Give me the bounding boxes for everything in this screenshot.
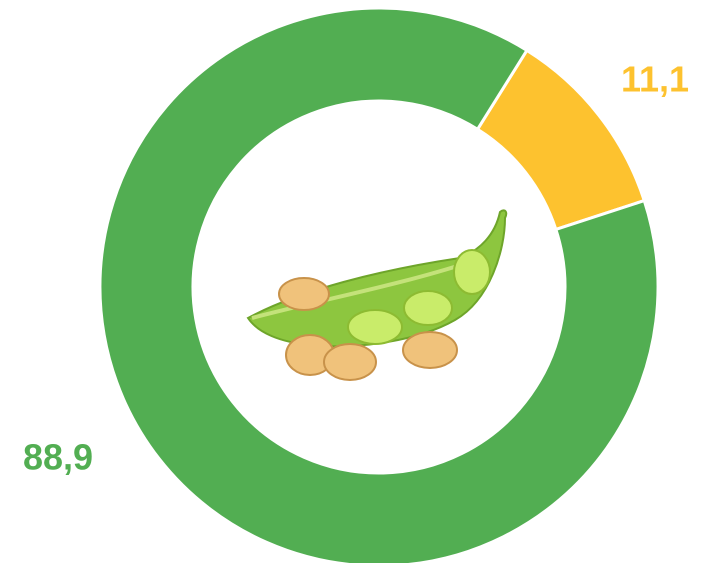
donut: [98, 6, 660, 563]
donut-slice: [98, 6, 660, 563]
soybean-illustration: [246, 209, 508, 381]
data-label: 88,9: [23, 437, 93, 478]
data-label: 11,1: [621, 59, 689, 100]
